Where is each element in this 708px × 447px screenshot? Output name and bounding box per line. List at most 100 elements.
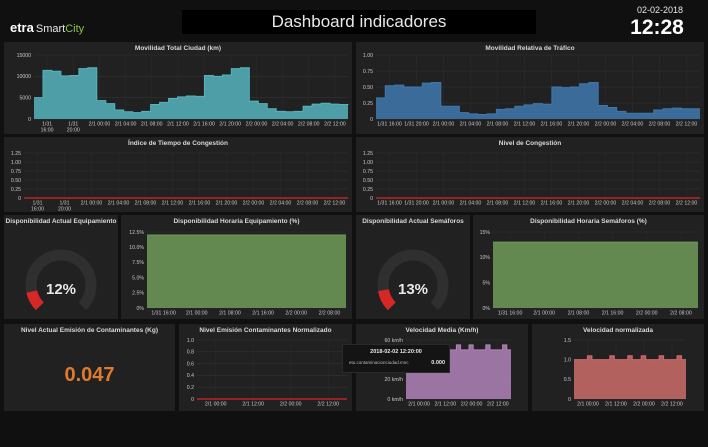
- y-tick-label: 20 km/h: [385, 377, 404, 383]
- x-tick-label: 2/2 04:00: [622, 201, 644, 207]
- logo-city: City: [65, 23, 85, 35]
- y-tick-label: 0.50: [11, 178, 21, 184]
- panel-title: Velocidad normalizada: [582, 327, 654, 334]
- panel-disp-equipamiento[interactable]: Disponibilidad Actual Equipamiento 12%: [4, 215, 118, 319]
- x-tick-label: 2/1 08:00: [568, 311, 590, 317]
- panel-title: Movilidad Relativa de Tráfico: [485, 45, 575, 52]
- x-tick-label: 2/1 20:00: [216, 201, 238, 207]
- x-tick-label: 2/2 04:00: [622, 122, 644, 128]
- clock-time: 12:28: [630, 16, 684, 39]
- y-tick-label: 1.25: [11, 151, 21, 157]
- gauge-fill: [378, 288, 396, 311]
- x-tick-label: 2/1 00:00: [408, 402, 430, 408]
- x-tick-label: 2/1 16:00: [189, 201, 211, 207]
- x-tick-label: 2/2 08:00: [649, 122, 671, 128]
- x-tick-label: 2/1 04:00: [460, 122, 482, 128]
- gauge-track: [377, 249, 449, 311]
- x-tick-label: 2/2 12:00: [676, 201, 698, 207]
- series-line: [34, 67, 349, 114]
- x-tick-label: 1/31 20:00: [404, 201, 429, 207]
- gauge-track: [25, 249, 97, 311]
- tooltip-value: 0.000: [431, 360, 445, 366]
- panel-title: Índice de Tiempo de Congestión: [128, 140, 228, 147]
- panel-movilidad-relativa[interactable]: Movilidad Relativa de Tráfico 0 0.25 0.50 0…: [356, 42, 704, 134]
- y-tick-label: 1.25: [363, 151, 373, 157]
- x-tick-label: 2/1 12:00: [435, 402, 457, 408]
- panel-emision-actual[interactable]: Nivel Actual Emisión de Contaminantes (K…: [4, 324, 175, 411]
- x-tick-label: 2/2 08:00: [298, 122, 320, 128]
- y-tick-label: 0: [18, 196, 21, 202]
- x-tick-label: 2/2 12:00: [676, 122, 698, 128]
- x-tick-label: 2/1 20:00: [219, 122, 241, 128]
- y-tick-label: 0.4: [187, 373, 194, 379]
- x-tick-label: 1/31: [68, 122, 78, 128]
- y-tick-label: 0.75: [363, 169, 373, 175]
- x-tick-label: 2/1 00:00: [433, 122, 455, 128]
- panel-movilidad-total[interactable]: Movilidad Total Ciudad (km) 0 5000 10000 15…: [4, 42, 352, 134]
- x-tick-label: 16:00: [31, 207, 44, 213]
- panel-indice-congestion[interactable]: Índice de Tiempo de Congestión 0 0.25 0.50…: [4, 137, 352, 213]
- panel-nivel-congestion[interactable]: Nivel de Congestión 0 0.25 0.50 0.75 1.00 1.2…: [356, 137, 704, 212]
- x-tick-label: 2/2 00:00: [633, 402, 655, 408]
- y-tick-label: 0.50: [363, 178, 373, 184]
- chart-emision-normalizado: 0 0.2 0.4 0.6 0.8 1.0 2/1 00:00 2/1 12:00 2/2 00…: [187, 338, 347, 408]
- logo-smart: Smart: [35, 23, 66, 35]
- panel-title: Nivel Actual Emisión de Contaminantes (K…: [20, 327, 158, 334]
- y-tick-label: 0.75: [11, 169, 21, 175]
- x-tick-label: 2/2 08:00: [297, 201, 319, 207]
- y-tick-label: 5000: [19, 95, 31, 101]
- x-tick-label: 2/1 12:00: [605, 402, 627, 408]
- x-tick-label: 2/1 16:00: [541, 122, 563, 128]
- panel-velocidad-normalizada[interactable]: Velocidad normalizada 0 0.5 1.0 1.5 2/1 00:0…: [532, 324, 704, 411]
- y-tick-label: 15000: [17, 53, 32, 59]
- y-tick-label: 12.5%: [129, 230, 144, 236]
- panel-title: Disponibilidad Actual Equipamiento: [5, 218, 117, 225]
- y-tick-label: 5%: [483, 280, 491, 286]
- page-title: Dashboard indicadores: [271, 12, 447, 31]
- panel-disp-horaria-semaforos[interactable]: Disponibilidad Horaria Semáforos (%) 0% 5…: [473, 215, 704, 319]
- y-tick-label: 0: [191, 397, 194, 403]
- y-tick-label: 0: [568, 397, 571, 403]
- y-tick-label: 0: [370, 117, 373, 123]
- x-tick-label: 1/31 16:00: [377, 201, 402, 207]
- panel-disp-semaforos[interactable]: Disponibilidad Actual Semáforos 13%: [356, 215, 470, 319]
- y-tick-label: 0.5: [564, 377, 571, 383]
- y-tick-label: 0.8: [187, 350, 194, 356]
- x-tick-label: 1/31 16:00: [498, 311, 523, 317]
- y-tick-label: 60 km/h: [385, 338, 404, 344]
- x-tick-label: 2/1 16:00: [541, 201, 563, 207]
- chart-velocidad-normalizada: 0 0.5 1.0 1.5 2/1 00:00 2/1 12:00 2/2 00:00 2/2…: [564, 338, 686, 408]
- x-tick-label: 2/1 12:00: [242, 402, 264, 408]
- gauge-value: 12%: [45, 281, 77, 298]
- y-tick-label: 1.00: [11, 160, 21, 166]
- y-tick-label: 0.25: [11, 187, 21, 193]
- y-tick-label: 15%: [480, 230, 491, 236]
- x-tick-label: 2/2 00:00: [636, 311, 658, 317]
- x-tick-label: 2/1 20:00: [568, 201, 590, 207]
- series-area: [493, 242, 698, 308]
- y-tick-label: 0.75: [363, 69, 373, 75]
- x-tick-label: 2/1 08:00: [487, 122, 509, 128]
- series-area: [34, 67, 348, 119]
- panel-title: Nivel Emisión Contaminantes Normalizado: [199, 327, 332, 334]
- x-tick-label: 2/1 16:00: [602, 311, 624, 317]
- tooltip-time: 2018-02-02 12:20:00: [370, 349, 422, 355]
- x-tick-label: 2/1 08:00: [219, 311, 241, 317]
- x-tick-label: 16:00: [41, 128, 54, 134]
- x-tick-label: 2/1 12:00: [167, 122, 189, 128]
- panel-disp-horaria-equipamiento[interactable]: Disponibilidad Horaria Equipamiento (%) …: [121, 215, 352, 319]
- y-tick-label: 0.2: [187, 385, 194, 391]
- x-tick-label: 2/2 04:00: [272, 122, 294, 128]
- y-tick-label: 7.5%: [132, 260, 144, 266]
- y-tick-label: 1.00: [363, 160, 373, 166]
- chart-movilidad-relativa: 0 0.25 0.50 0.75 1.00 1/31 16:00 1/31 20:00 2/1…: [363, 53, 700, 128]
- series-line: [376, 82, 700, 116]
- x-tick-label: 2/1 00:00: [577, 402, 599, 408]
- x-tick-label: 2/2 00:00: [280, 402, 302, 408]
- y-tick-label: 0: [28, 117, 31, 123]
- gauge-fill: [26, 289, 44, 311]
- panel-emision-normalizado[interactable]: Nivel Emisión Contaminantes Normalizado …: [179, 324, 352, 411]
- y-tick-label: 0 km/h: [387, 397, 403, 403]
- y-tick-label: 0.25: [363, 187, 373, 193]
- y-tick-label: 2.5%: [132, 291, 144, 297]
